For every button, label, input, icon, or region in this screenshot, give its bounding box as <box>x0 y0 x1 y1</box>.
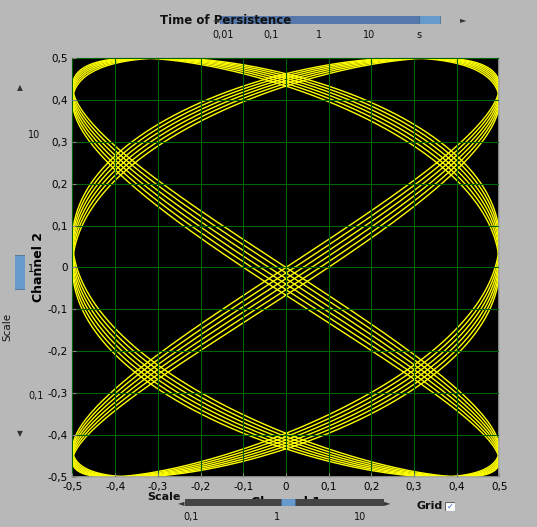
Text: ✓: ✓ <box>446 502 454 511</box>
Text: 1: 1 <box>28 264 34 274</box>
Text: Scale: Scale <box>2 313 12 341</box>
Text: 0,1: 0,1 <box>183 512 198 522</box>
Text: ◄: ◄ <box>213 15 220 25</box>
Bar <box>419 14 440 26</box>
Bar <box>12 256 27 289</box>
Text: s: s <box>416 30 422 40</box>
Y-axis label: Channel 2: Channel 2 <box>32 232 45 302</box>
Text: 0,1: 0,1 <box>28 391 43 401</box>
Text: 0,1: 0,1 <box>264 30 279 40</box>
Bar <box>220 16 428 24</box>
Text: 1: 1 <box>273 512 280 522</box>
Text: Time of Persistence: Time of Persistence <box>160 14 291 27</box>
X-axis label: Channel 1: Channel 1 <box>251 496 321 509</box>
Bar <box>281 496 294 508</box>
Text: ►: ► <box>460 15 466 25</box>
Text: Grid: Grid <box>417 501 442 511</box>
Text: ◄: ◄ <box>178 497 185 507</box>
Text: 10: 10 <box>354 512 366 522</box>
Text: 10: 10 <box>28 130 40 140</box>
Text: Scale: Scale <box>147 492 180 502</box>
Text: 0,01: 0,01 <box>212 30 234 40</box>
Text: ►: ► <box>384 497 391 507</box>
Text: ▼: ▼ <box>17 428 23 438</box>
Text: 10: 10 <box>364 30 375 40</box>
Text: ▲: ▲ <box>17 83 23 93</box>
Text: 1: 1 <box>316 30 323 40</box>
